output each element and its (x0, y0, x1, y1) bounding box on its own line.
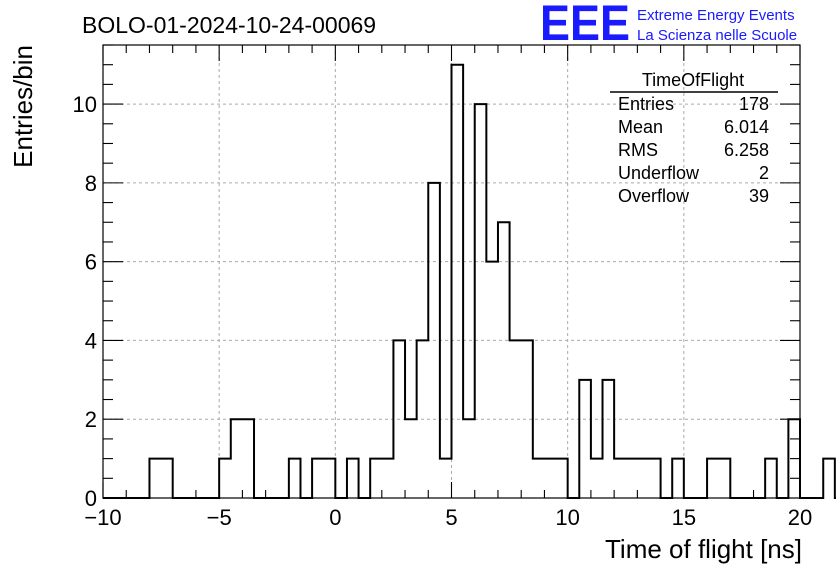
y-tick-label: 10 (73, 92, 97, 117)
histogram-line (103, 63, 836, 499)
x-tick-label: 20 (788, 505, 812, 530)
y-tick-labels: 0 2 4 6 8 10 (73, 92, 97, 511)
logo-line-1: Extreme Energy Events (637, 7, 795, 24)
histogram-outline (103, 63, 836, 499)
run-title: BOLO-01-2024-10-24-00069 (82, 12, 376, 38)
y-tick-label: 4 (85, 328, 97, 353)
logo-line-2: La Scienza nelle Scuole (637, 27, 797, 44)
x-tick-label: 15 (672, 505, 696, 530)
stats-value: 39 (749, 186, 769, 206)
stats-label: Mean (618, 117, 663, 137)
stats-value: 6.258 (724, 140, 769, 160)
x-tick-label: −10 (84, 505, 121, 530)
y-tick-label: 8 (85, 171, 97, 196)
x-tick-label: −5 (207, 505, 232, 530)
stats-title: TimeOfFlight (642, 70, 744, 90)
x-tick-label: 0 (329, 505, 341, 530)
y-axis-title: Entries/bin (8, 45, 38, 168)
y-tick-label: 0 (85, 486, 97, 511)
stats-label: Underflow (618, 163, 700, 183)
stats-rows: Entries 178 Mean 6.014 RMS 6.258 Underflow 2 Ove… (618, 94, 769, 206)
stats-box: TimeOfFlight Entries 178 Mean 6.014 RMS 6.258… (610, 70, 778, 206)
stats-label: Entries (618, 94, 674, 114)
x-tick-label: 5 (445, 505, 457, 530)
stats-value: 6.014 (724, 117, 769, 137)
stats-label: Overflow (618, 186, 690, 206)
stats-value: 178 (739, 94, 769, 114)
y-tick-label: 2 (85, 407, 97, 432)
stats-value: 2 (759, 163, 769, 183)
eee-logo: EEE Extreme Energy Events La Scienza nel… (540, 0, 797, 51)
x-axis-title: Time of flight [ns] (605, 534, 802, 564)
x-tick-label: 10 (555, 505, 579, 530)
logo-mark: EEE (540, 0, 630, 51)
plot-frame (102, 44, 801, 499)
x-tick-labels: −10 −5 0 5 10 15 20 (84, 505, 812, 530)
stats-label: RMS (618, 140, 658, 160)
y-tick-label: 6 (85, 250, 97, 275)
